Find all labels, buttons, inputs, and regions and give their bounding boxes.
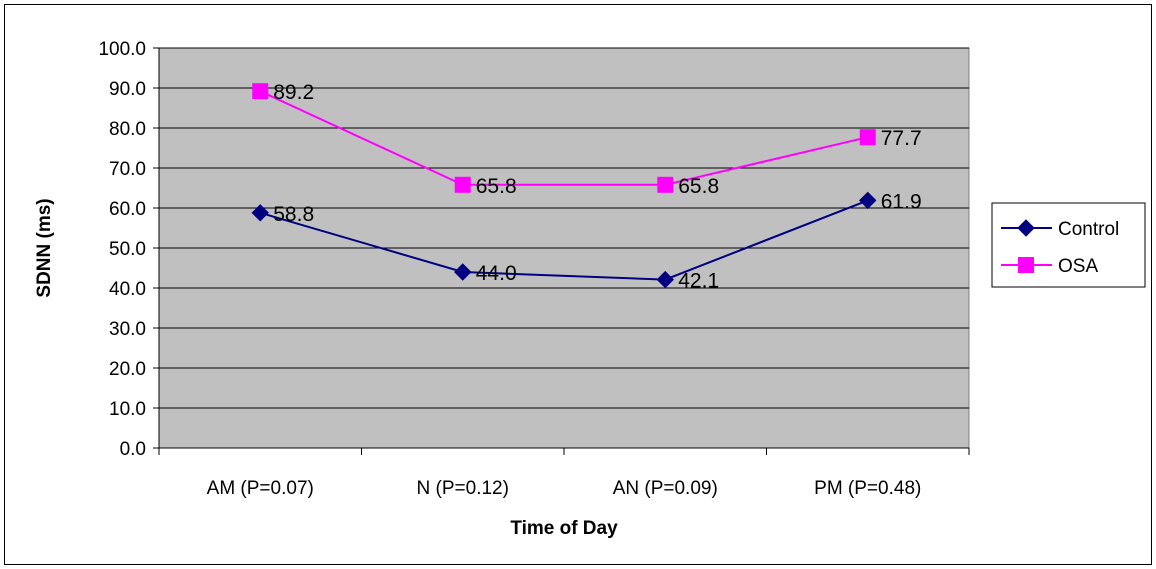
- x-tick-label: AN (P=0.09): [613, 478, 718, 499]
- x-tick-label: PM (P=0.48): [814, 478, 921, 499]
- data-label-control: 42.1: [678, 270, 719, 293]
- data-label-control: 58.8: [273, 203, 314, 226]
- data-point-control: [656, 270, 674, 289]
- data-point-control: [859, 191, 877, 210]
- legend-label-osa: OSA: [1058, 256, 1098, 277]
- data-point-osa: [454, 176, 471, 193]
- y-axis-title: SDNN (ms): [34, 198, 55, 297]
- data-point-osa: [859, 129, 876, 146]
- y-tick-label: 50.0: [109, 239, 146, 260]
- data-label-osa: 89.2: [273, 81, 314, 104]
- data-label-control: 44.0: [476, 262, 517, 285]
- y-tick-label: 60.0: [109, 199, 146, 220]
- y-tick-label: 80.0: [109, 119, 146, 140]
- legend-marker-control: [1017, 219, 1035, 237]
- series-group: [251, 83, 877, 289]
- data-label-osa: 65.8: [476, 175, 517, 198]
- legend-box: [991, 202, 1146, 288]
- y-tick-label: 30.0: [109, 319, 146, 340]
- x-tick-labels: AM (P=0.07) N (P=0.12) AN (P=0.09) PM (P=0.…: [207, 478, 922, 499]
- y-tick-labels: 0.0 10.0 20.0 30.0 40.0 50.0 60.0 70.0 80.0 90.0 1…: [98, 39, 146, 460]
- y-tick-label: 100.0: [98, 39, 146, 60]
- data-label-osa: 77.7: [881, 127, 922, 150]
- y-tick-label: 90.0: [109, 79, 146, 100]
- data-labels: 58.8 44.0 42.1 61.9 89.2 65.8 65.8 77.7: [273, 81, 921, 292]
- data-point-osa: [657, 176, 674, 193]
- y-tick-label: 10.0: [109, 399, 146, 420]
- data-label-control: 61.9: [881, 190, 922, 213]
- x-tick-label: AM (P=0.07): [207, 478, 314, 499]
- y-tick-label: 40.0: [109, 279, 146, 300]
- data-point-osa: [252, 83, 269, 100]
- data-point-control: [454, 263, 472, 281]
- series-line-control: [259, 199, 869, 281]
- x-tick-label: N (P=0.12): [417, 478, 509, 499]
- data-label-osa: 65.8: [678, 175, 719, 198]
- x-axis-title: Time of Day: [510, 518, 618, 539]
- series-line-osa: [259, 90, 868, 186]
- y-tick-label: 0.0: [120, 439, 146, 460]
- legend: Control OSA: [991, 202, 1146, 288]
- axes: [153, 47, 970, 455]
- data-point-control: [251, 204, 269, 222]
- y-tick-label: 70.0: [109, 159, 146, 180]
- legend-label-control: Control: [1058, 219, 1119, 240]
- y-tick-label: 20.0: [109, 359, 146, 380]
- gridlines: [159, 47, 969, 409]
- legend-marker-osa: [1018, 257, 1034, 273]
